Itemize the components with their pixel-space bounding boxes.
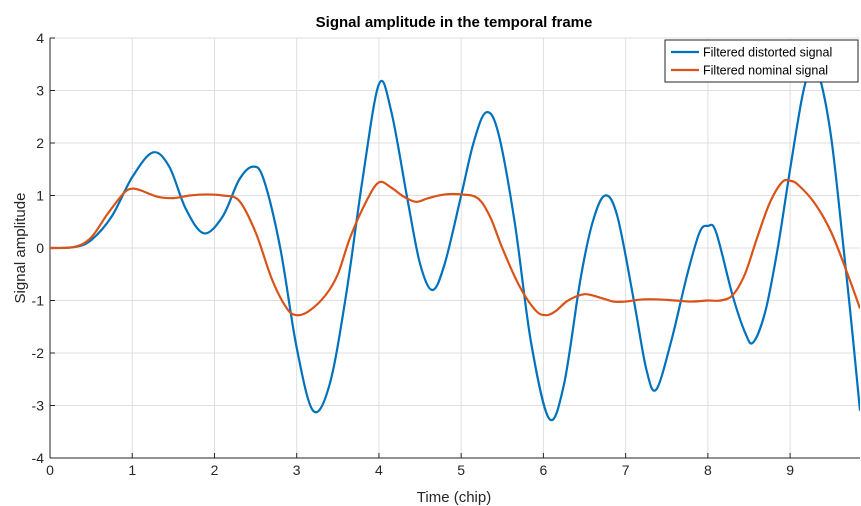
y-tick-label: 2 bbox=[36, 135, 44, 151]
series-line-distorted bbox=[50, 65, 860, 422]
x-tick-label: 6 bbox=[540, 462, 548, 478]
y-tick-label: 4 bbox=[36, 30, 44, 46]
series-lines bbox=[50, 65, 860, 422]
x-tick-label: 5 bbox=[457, 462, 465, 478]
x-tick-label: 9 bbox=[786, 462, 794, 478]
x-tick-label: 8 bbox=[704, 462, 712, 478]
x-tick-label: 0 bbox=[46, 462, 54, 478]
y-tick-label: -4 bbox=[32, 450, 45, 466]
legend-entry: Filtered distorted signal bbox=[703, 46, 832, 60]
series-line-nominal bbox=[50, 178, 860, 317]
y-axis-label: Signal amplitude bbox=[12, 193, 29, 304]
x-tick-label: 7 bbox=[622, 462, 630, 478]
legend: Filtered distorted signal Filtered nomina… bbox=[664, 39, 859, 83]
x-tick-label: 1 bbox=[128, 462, 136, 478]
x-tick-label: 3 bbox=[293, 462, 301, 478]
y-tick-label: -1 bbox=[32, 293, 45, 309]
y-tick-label: 0 bbox=[36, 240, 44, 256]
y-tick-label: -2 bbox=[32, 345, 45, 361]
y-tick-label: 3 bbox=[36, 83, 44, 99]
x-tick-label: 2 bbox=[211, 462, 219, 478]
legend-entry: Filtered nominal signal bbox=[703, 64, 828, 78]
y-tick-label: 1 bbox=[36, 188, 44, 204]
x-tick-label: 4 bbox=[375, 462, 383, 478]
chart-title: Signal amplitude in the temporal frame bbox=[316, 14, 593, 31]
axes: 0 1 2 3 4 5 6 7 8 9 -4 -3 -2 -1 0 1 2 3 4 bbox=[32, 30, 860, 478]
x-axis-label: Time (chip) bbox=[417, 489, 491, 506]
legend-box bbox=[664, 39, 859, 83]
grid bbox=[49, 37, 860, 459]
y-tick-label: -3 bbox=[32, 398, 45, 414]
